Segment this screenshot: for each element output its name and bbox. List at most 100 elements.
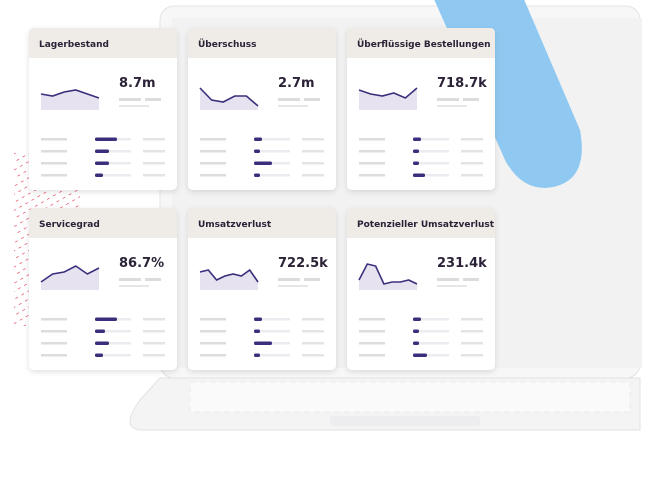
placeholder [302, 318, 324, 321]
placeholder [463, 98, 479, 101]
card: Überschuss 2.7m [188, 28, 336, 190]
placeholder [359, 162, 385, 165]
placeholder [359, 318, 385, 321]
placeholder [254, 354, 290, 357]
placeholder [461, 342, 483, 345]
bar [413, 173, 425, 177]
bar [95, 329, 105, 333]
bar [254, 137, 262, 141]
placeholder [41, 318, 67, 321]
cards: Lagerbestand 8.7m Überschuss 2.7m Überflüssi… [29, 28, 495, 370]
placeholder [254, 174, 290, 177]
card-bg [188, 28, 336, 190]
card-header [29, 28, 177, 58]
card-title: Servicegrad [39, 220, 100, 230]
card-header [347, 208, 495, 238]
placeholder [463, 278, 479, 281]
card-bg [188, 208, 336, 370]
bar [95, 161, 109, 165]
card-bg [29, 28, 177, 190]
bar [95, 137, 117, 141]
placeholder [145, 98, 161, 101]
bar [413, 149, 419, 153]
card-bg [347, 28, 495, 190]
placeholder [254, 330, 290, 333]
placeholder [461, 318, 483, 321]
bar [413, 161, 419, 165]
placeholder [461, 174, 483, 177]
placeholder [302, 174, 324, 177]
placeholder [143, 330, 165, 333]
placeholder [95, 342, 131, 345]
placeholder [461, 354, 483, 357]
placeholder [359, 354, 385, 357]
placeholder [413, 138, 449, 141]
sparkline [358, 263, 418, 285]
placeholder [437, 285, 467, 287]
placeholder [119, 285, 149, 287]
placeholder [200, 150, 226, 153]
placeholder [302, 150, 324, 153]
bar [95, 341, 109, 345]
placeholder [200, 330, 226, 333]
placeholder [143, 342, 165, 345]
placeholder [200, 138, 226, 141]
placeholder [359, 138, 385, 141]
placeholder [413, 162, 449, 165]
placeholder [302, 342, 324, 345]
sparkline [40, 89, 100, 99]
bar [254, 317, 262, 321]
placeholder [359, 330, 385, 333]
bar [413, 353, 427, 357]
sparkline [40, 265, 100, 283]
placeholder [413, 174, 449, 177]
bar [413, 137, 421, 141]
placeholder [143, 318, 165, 321]
placeholder [413, 150, 449, 153]
card-title: Potenzieller Umsatzverlust [357, 220, 495, 230]
placeholder [437, 105, 467, 107]
placeholder [143, 138, 165, 141]
placeholder [359, 174, 385, 177]
placeholder [461, 138, 483, 141]
placeholder [95, 150, 131, 153]
card: Umsatzverlust 722.5k [188, 208, 336, 370]
bar [413, 341, 419, 345]
card-title: Umsatzverlust [198, 220, 272, 230]
placeholder [143, 354, 165, 357]
placeholder [278, 278, 300, 281]
placeholder [254, 318, 290, 321]
card-header [347, 28, 495, 58]
placeholder [41, 150, 67, 153]
placeholder [413, 342, 449, 345]
bar [413, 317, 421, 321]
placeholder [359, 342, 385, 345]
bar [254, 161, 272, 165]
placeholder [304, 98, 320, 101]
placeholder [461, 150, 483, 153]
placeholder [302, 330, 324, 333]
sparkline [199, 87, 259, 107]
placeholder [437, 278, 459, 281]
placeholder [304, 278, 320, 281]
card: Servicegrad 86.7% [29, 208, 177, 370]
card-title: Überschuss [198, 39, 257, 50]
placeholder [95, 354, 131, 357]
placeholder [200, 342, 226, 345]
placeholder [359, 150, 385, 153]
bar [413, 329, 419, 333]
card-value: 722.5k [278, 256, 328, 271]
bar [254, 149, 260, 153]
card-value: 2.7m [278, 76, 315, 91]
placeholder [302, 162, 324, 165]
card-bg [347, 208, 495, 370]
card-title: Überflüssige Bestellungen [357, 39, 491, 50]
placeholder [41, 342, 67, 345]
placeholder [302, 354, 324, 357]
placeholder [254, 150, 290, 153]
bar [95, 353, 103, 357]
card-title: Lagerbestand [39, 40, 109, 50]
placeholder [143, 150, 165, 153]
placeholder [200, 174, 226, 177]
